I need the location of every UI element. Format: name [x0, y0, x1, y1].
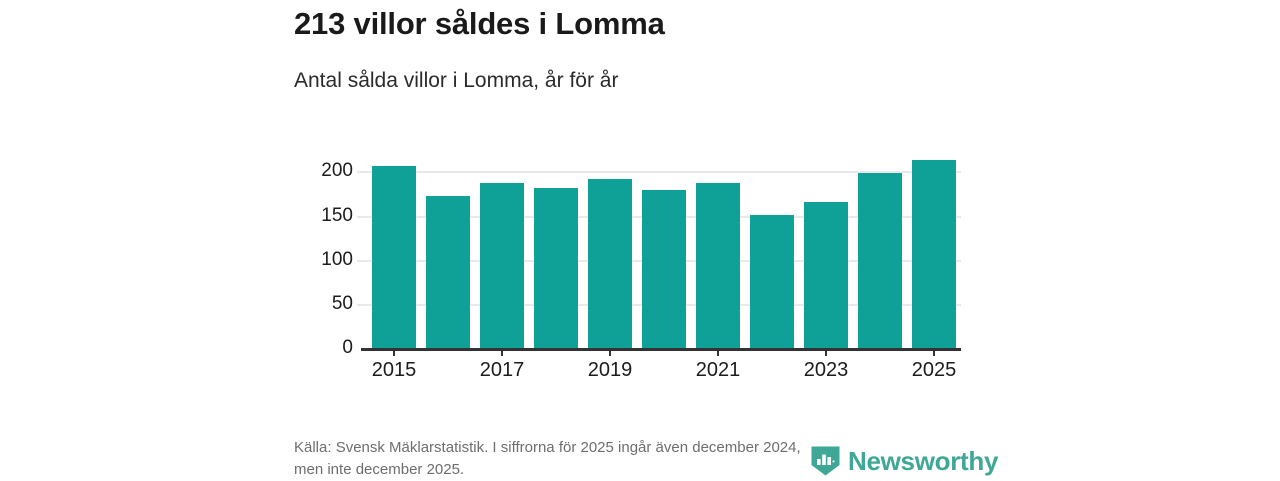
source-note-line-2: men inte december 2025. — [294, 460, 465, 478]
bar[interactable] — [426, 196, 470, 348]
x-axis-tick — [717, 348, 719, 356]
x-axis-tick-label: 2015 — [371, 359, 417, 381]
y-axis-tick-label: 0 — [342, 337, 353, 358]
x-axis-tick — [501, 348, 503, 356]
bar[interactable] — [642, 190, 686, 348]
chart-subtitle: Antal sålda villor i Lomma, år för år — [294, 69, 619, 93]
plot-area: 0 50 100 150 200 — [321, 160, 961, 358]
newsworthy-wordmark: Newsworthy — [848, 446, 999, 476]
x-axis-tick — [825, 348, 827, 356]
bar[interactable] — [858, 173, 902, 348]
bar[interactable] — [480, 182, 524, 348]
x-axis-tick — [933, 348, 935, 356]
y-axis-tick-label: 100 — [321, 248, 353, 270]
bar[interactable] — [372, 166, 416, 348]
bar[interactable] — [534, 188, 578, 348]
y-axis-tick — [357, 171, 367, 174]
bar[interactable] — [804, 202, 848, 348]
bar[interactable] — [912, 160, 956, 348]
source-note: Källa: Svensk Mäklarstatistik. I siffror… — [294, 437, 994, 481]
y-axis-tick-label: 150 — [321, 204, 353, 226]
x-axis-tick-label: 2017 — [479, 359, 525, 381]
x-axis-tick-label: 2023 — [803, 359, 849, 381]
x-axis-tick — [393, 348, 395, 356]
source-note-line-1: Källa: Svensk Mäklarstatistik. I siffror… — [294, 439, 801, 456]
x-axis-tick-label: 2019 — [587, 359, 633, 381]
x-axis-tick — [609, 348, 611, 356]
x-axis-tick-label: 2021 — [695, 359, 741, 381]
y-axis-tick-label: 200 — [321, 160, 353, 182]
x-axis: 2015 2017 2019 2021 2023 2025 — [367, 348, 961, 388]
y-axis-tick — [357, 259, 367, 262]
bar-chart-shield-icon — [811, 446, 840, 476]
axis-baseline — [361, 348, 961, 351]
page-title: 213 villor såldes i Lomma — [294, 6, 665, 41]
bar[interactable] — [588, 179, 632, 348]
y-axis-tick-label: 50 — [331, 292, 353, 314]
newsworthy-logo: Newsworthy — [810, 445, 998, 477]
chart-header: 213 villor såldes i Lomma Antal sålda vi… — [294, 0, 1194, 93]
bar[interactable] — [696, 182, 740, 348]
bar[interactable] — [750, 214, 794, 348]
x-axis-tick-label: 2025 — [911, 359, 957, 381]
bar-chart: 0 50 100 150 200 2015 2017 2019 2021 2023 2025 — [294, 140, 994, 390]
y-axis-tick — [357, 215, 367, 218]
gridline — [367, 171, 961, 174]
bar-series — [367, 160, 961, 348]
y-axis-tick — [357, 303, 367, 306]
